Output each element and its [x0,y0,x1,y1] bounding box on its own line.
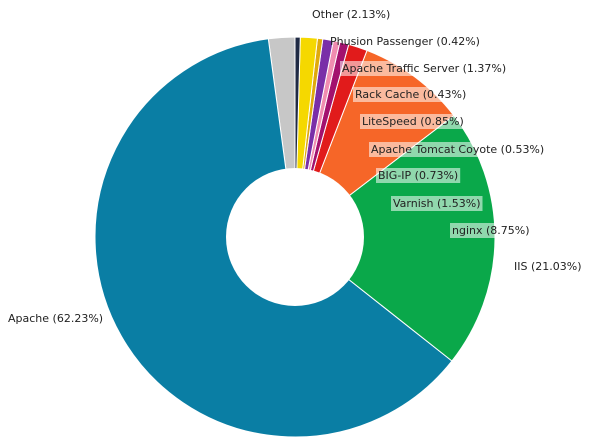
label-bg-rack-cache [353,87,469,102]
label-bg-apache-traffic-server [340,61,509,76]
label-bg-nginx [450,223,532,238]
label-litespeed: LiteSpeed (0.85%) [362,115,464,128]
label-apache-tomcat-coyote: Apache Tomcat Coyote (0.53%) [371,143,544,156]
label-bg-big-ip [376,168,461,183]
label-other: Other (2.13%) [312,8,390,21]
slice-labels: Other (2.13%) Apache (62.23%) IIS (21.03%)… [8,8,582,325]
label-apache: Apache (62.23%) [8,312,103,325]
label-big-ip: BIG-IP (0.73%) [378,169,458,182]
label-bg-varnish [391,196,483,211]
label-varnish: Varnish (1.53%) [393,197,481,210]
label-iis: IIS (21.03%) [514,260,582,273]
label-phusion-passenger: Phusion Passenger (0.42%) [330,35,480,48]
label-bg-apache-tomcat-coyote [369,142,547,157]
label-apache-traffic-server: Apache Traffic Server (1.37%) [342,62,506,75]
label-bg-litespeed [360,114,466,129]
donut-hole [226,168,364,306]
label-rack-cache: Rack Cache (0.43%) [355,88,466,101]
label-nginx: nginx (8.75%) [452,224,530,237]
